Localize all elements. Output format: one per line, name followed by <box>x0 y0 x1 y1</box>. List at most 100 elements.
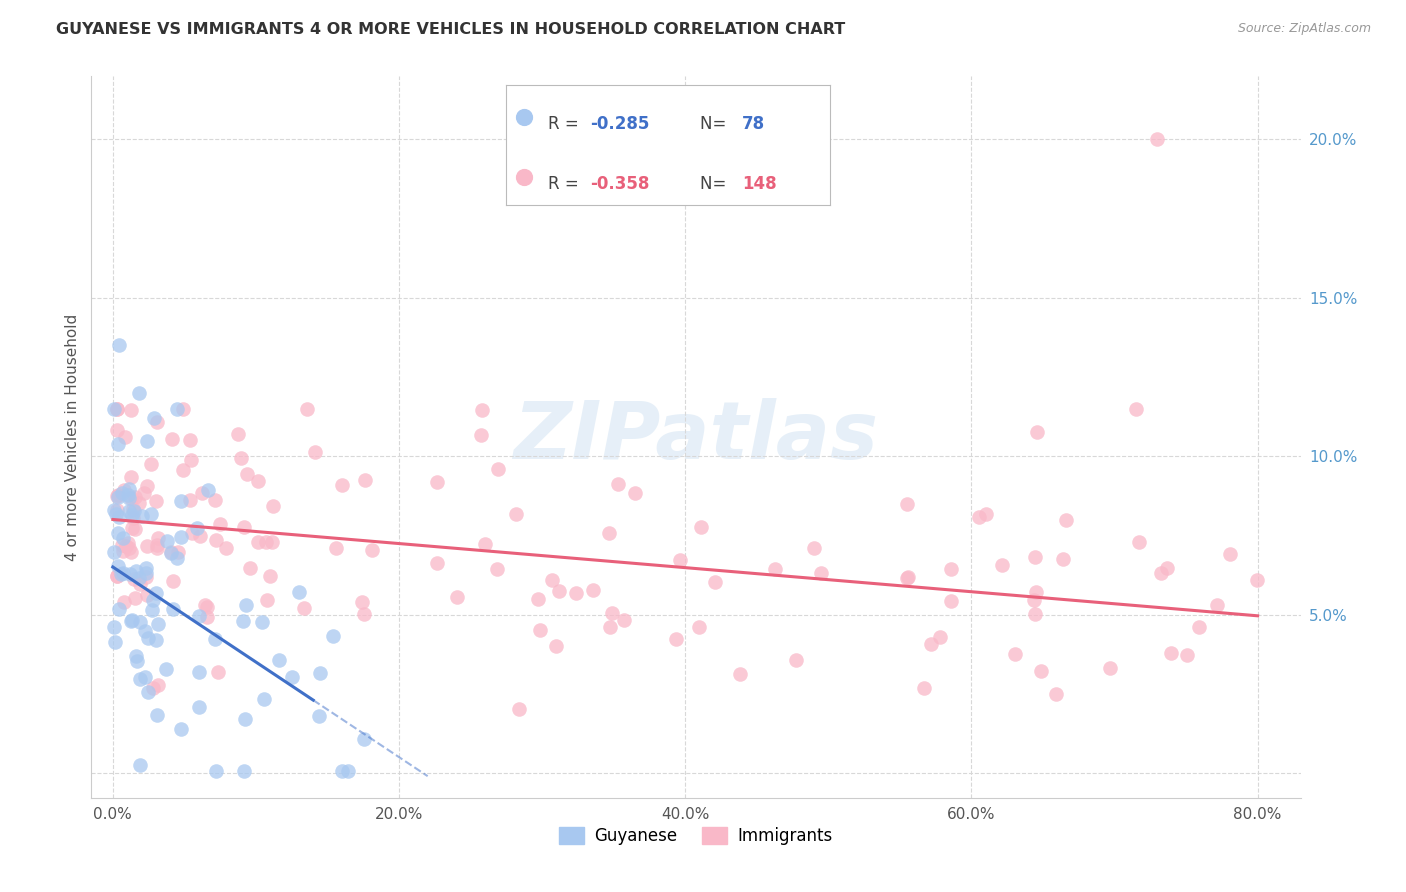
Point <box>146 415 169 429</box>
Text: N=: N= <box>700 115 731 133</box>
Point <box>107 491 129 505</box>
Point <box>204 533 226 547</box>
Point <box>179 493 201 508</box>
Point <box>912 681 935 695</box>
Point <box>295 401 318 416</box>
Point <box>139 457 162 471</box>
Point <box>114 429 136 443</box>
Point <box>1031 664 1053 678</box>
Point <box>235 598 257 612</box>
Point <box>1004 648 1026 662</box>
Point <box>939 562 962 576</box>
Point <box>309 666 332 681</box>
Point <box>122 502 145 516</box>
Point <box>135 434 157 448</box>
Point <box>236 467 259 482</box>
Point <box>138 632 160 646</box>
Point <box>486 462 509 476</box>
Point <box>104 635 127 649</box>
Text: 78: 78 <box>742 115 765 133</box>
Point <box>166 551 188 566</box>
Point <box>146 541 169 555</box>
Point <box>426 475 449 489</box>
Point <box>145 586 167 600</box>
Point <box>1098 661 1121 675</box>
Point <box>122 572 145 586</box>
Point <box>156 534 179 549</box>
Point <box>974 508 997 522</box>
Point <box>136 539 159 553</box>
Point <box>111 485 134 500</box>
Point <box>204 492 226 507</box>
Point <box>205 764 228 779</box>
Point <box>229 450 252 465</box>
Point <box>180 452 202 467</box>
Point <box>897 570 920 584</box>
Point <box>105 569 128 583</box>
Point <box>103 401 125 416</box>
Point <box>117 535 139 549</box>
Point <box>172 401 194 416</box>
Point <box>120 615 142 629</box>
Point <box>1156 561 1178 575</box>
Point <box>247 534 270 549</box>
Point <box>527 592 550 607</box>
Point <box>690 519 713 533</box>
Point <box>145 494 167 508</box>
Point <box>703 575 725 590</box>
Point <box>582 582 605 597</box>
Point <box>360 543 382 558</box>
Point <box>118 482 141 496</box>
Point <box>896 571 918 585</box>
Point <box>262 500 284 514</box>
Point <box>160 546 183 560</box>
Point <box>600 606 623 620</box>
Point <box>162 574 184 589</box>
Point <box>991 558 1014 573</box>
Point <box>728 667 751 681</box>
Text: -0.285: -0.285 <box>591 115 650 133</box>
Point <box>105 489 128 503</box>
Point <box>239 561 262 575</box>
Point <box>1246 573 1268 587</box>
Point <box>253 691 276 706</box>
Point <box>565 585 588 599</box>
Point <box>120 567 142 582</box>
Point <box>143 411 166 425</box>
Point <box>167 545 190 559</box>
Point <box>187 665 209 680</box>
Point <box>125 648 148 663</box>
Point <box>508 702 530 716</box>
Point <box>267 653 290 667</box>
Point <box>446 591 468 605</box>
Point <box>688 620 710 634</box>
Point <box>146 678 169 692</box>
Point <box>353 731 375 746</box>
Point <box>142 592 165 607</box>
Point <box>1125 401 1147 416</box>
Point <box>107 510 129 524</box>
Point <box>128 496 150 510</box>
Point <box>112 483 135 497</box>
Point <box>103 503 125 517</box>
Point <box>471 403 494 417</box>
Point <box>159 545 181 559</box>
Point <box>194 598 217 612</box>
Point <box>207 665 229 679</box>
Point <box>1024 593 1046 607</box>
Point <box>1026 425 1049 439</box>
Point <box>195 600 218 615</box>
Point <box>134 670 156 684</box>
Point <box>105 569 128 583</box>
Point <box>121 508 143 522</box>
Point <box>103 620 125 634</box>
Point <box>128 571 150 585</box>
Point <box>124 591 146 605</box>
Point <box>350 595 373 609</box>
Text: R =: R = <box>548 175 585 193</box>
Point <box>135 566 157 581</box>
Legend: Guyanese, Immigrants: Guyanese, Immigrants <box>553 820 839 852</box>
Point <box>146 616 169 631</box>
Y-axis label: 4 or more Vehicles in Household: 4 or more Vehicles in Household <box>65 313 80 561</box>
Point <box>321 629 343 643</box>
